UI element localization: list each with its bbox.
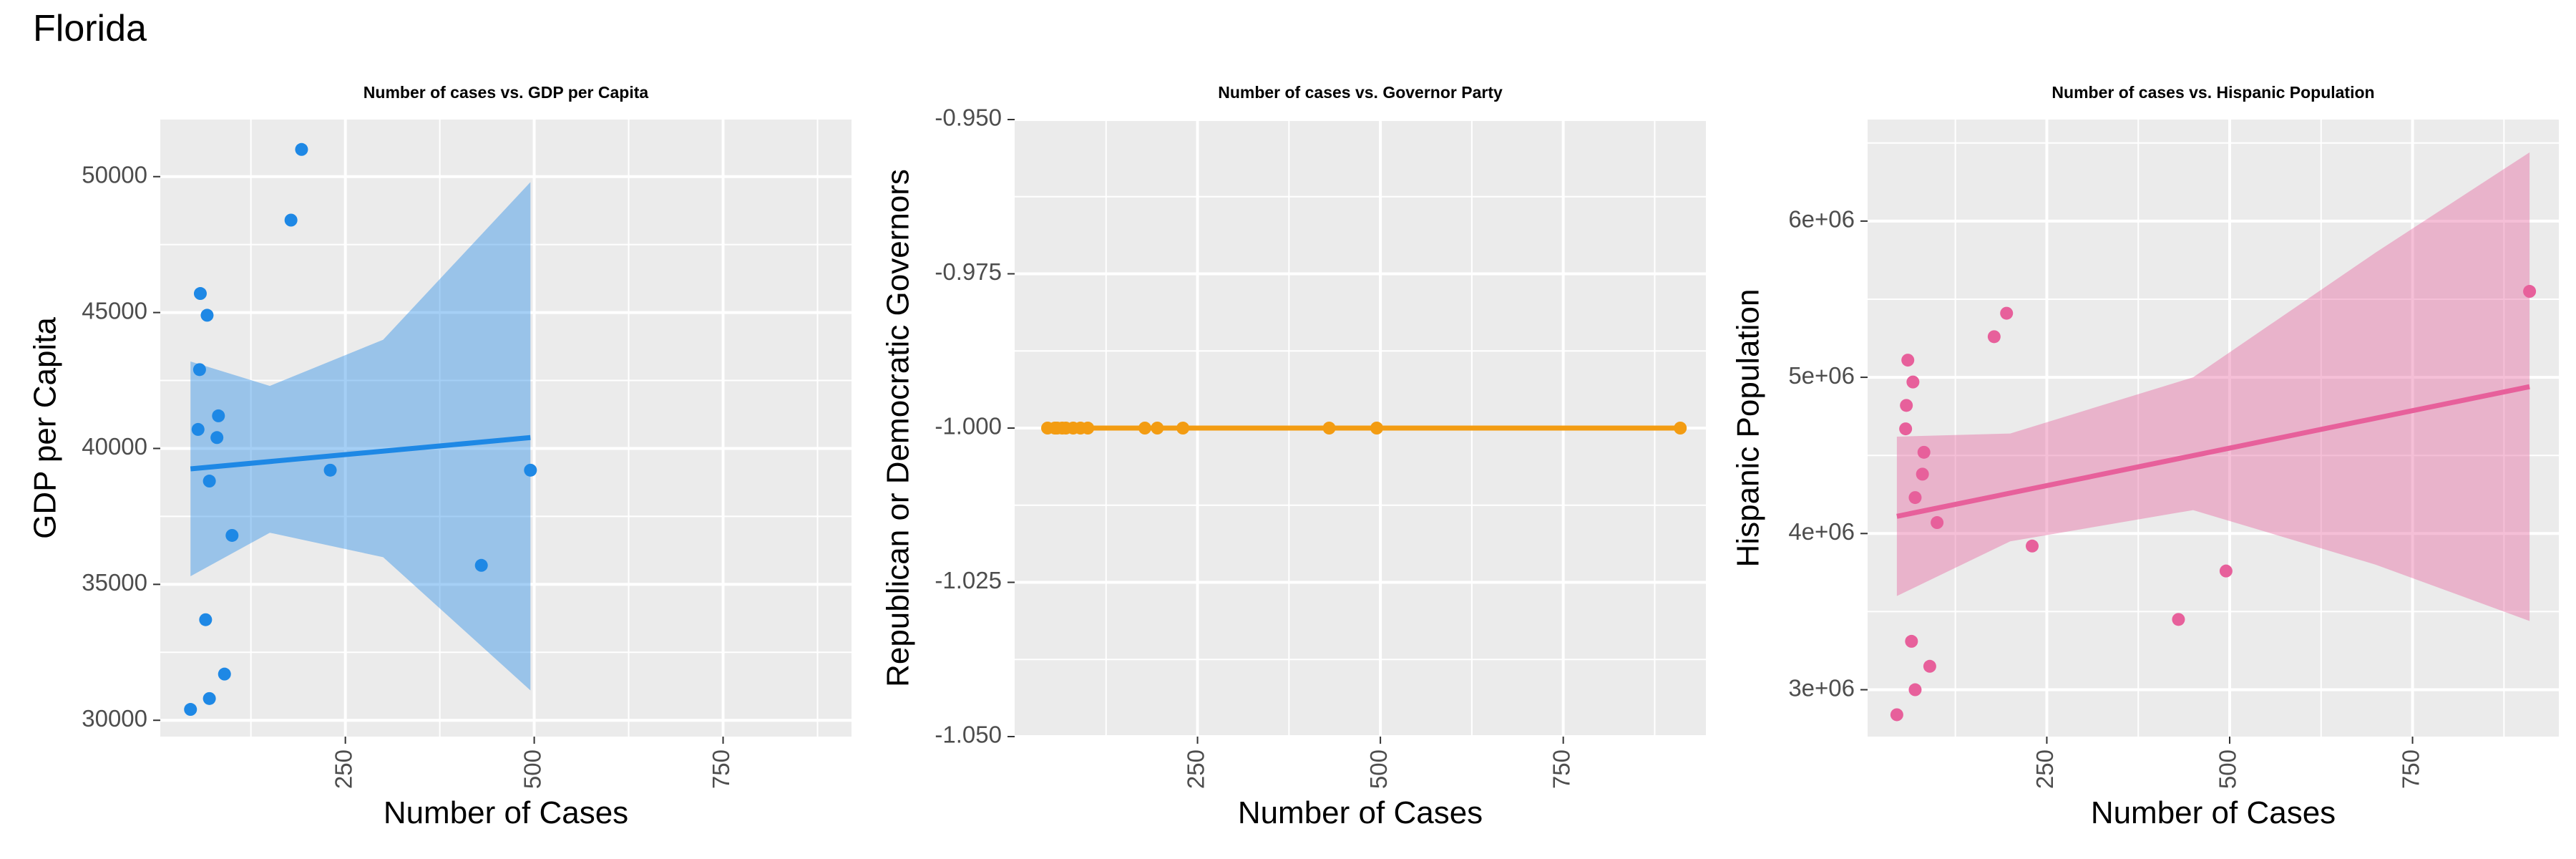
data-point bbox=[200, 309, 214, 322]
x-axis-title: Number of Cases bbox=[384, 795, 628, 830]
data-point bbox=[210, 431, 224, 445]
data-point bbox=[1908, 683, 1922, 697]
chart-title: Number of cases vs. Hispanic Population bbox=[2051, 83, 2374, 102]
y-tick-label: -0.950 bbox=[935, 105, 1002, 131]
data-point bbox=[1370, 422, 1383, 435]
data-point bbox=[1905, 634, 1918, 648]
plot-panel bbox=[160, 120, 852, 737]
data-point bbox=[225, 528, 239, 542]
x-tick-label: 750 bbox=[1548, 749, 1574, 789]
data-point bbox=[1138, 422, 1151, 435]
confidence-band bbox=[190, 182, 531, 691]
chart-3: 250 500 750 3e+06 4e+06 5e+06 6e+06 Number of c… bbox=[1731, 83, 2559, 830]
y-tick-label: -1.050 bbox=[935, 722, 1002, 748]
data-point bbox=[199, 613, 213, 626]
data-point bbox=[1900, 399, 1913, 412]
y-tick-label: 30000 bbox=[82, 705, 147, 732]
data-point bbox=[203, 691, 216, 705]
data-point bbox=[218, 667, 231, 681]
x-tick-label: 500 bbox=[2215, 749, 2241, 789]
fit-line bbox=[190, 435, 531, 472]
x-tick-label: 500 bbox=[1365, 749, 1392, 789]
data-point bbox=[2219, 564, 2233, 578]
x-tick-label: 750 bbox=[2397, 749, 2424, 789]
data-point bbox=[1917, 445, 1931, 459]
data-point bbox=[2026, 539, 2039, 553]
fit-line bbox=[1896, 384, 2530, 519]
chart-2: 250 500 750 -1.050 -1.025 -1.000 -0.975 -0.950 N… bbox=[881, 83, 1706, 830]
data-point bbox=[524, 463, 537, 477]
y-tick-label: 35000 bbox=[82, 569, 147, 596]
y-tick-label: -0.975 bbox=[935, 258, 1002, 285]
y-axis-title: Republican or Democratic Governors bbox=[881, 169, 916, 687]
y-tick-label: 5e+06 bbox=[1788, 362, 1855, 389]
data-point bbox=[1908, 491, 1922, 505]
x-axis-title: Number of Cases bbox=[2091, 795, 2336, 830]
data-point bbox=[1931, 516, 1944, 530]
data-point bbox=[184, 703, 197, 717]
data-point bbox=[1899, 422, 1913, 436]
data-point bbox=[284, 213, 298, 227]
data-point bbox=[1901, 354, 1915, 367]
data-point bbox=[1176, 422, 1190, 435]
y-axis-title: Hispanic Population bbox=[1731, 289, 1766, 568]
data-point bbox=[474, 558, 488, 572]
data-point bbox=[2000, 306, 2014, 320]
x-tick-label: 250 bbox=[1182, 749, 1209, 789]
data-point bbox=[191, 422, 205, 436]
x-axis-title: Number of Cases bbox=[1238, 795, 1483, 830]
data-point bbox=[1674, 422, 1687, 435]
data-point bbox=[1987, 330, 2001, 344]
x-tick-label: 250 bbox=[330, 749, 356, 789]
data-point bbox=[1906, 375, 1920, 389]
data-point bbox=[1890, 708, 1903, 722]
data-point bbox=[203, 475, 216, 488]
x-tick-label: 750 bbox=[708, 749, 734, 789]
y-tick-label: 3e+06 bbox=[1788, 674, 1855, 701]
data-point bbox=[193, 287, 207, 301]
data-point bbox=[295, 142, 308, 156]
y-tick-label: 50000 bbox=[82, 161, 147, 188]
x-tick-label: 500 bbox=[519, 749, 545, 789]
data-point bbox=[1923, 659, 1936, 673]
data-point bbox=[323, 463, 337, 477]
data-point bbox=[192, 363, 206, 377]
page-title: Florida bbox=[33, 8, 147, 49]
data-point bbox=[1151, 422, 1164, 435]
data-point bbox=[1081, 422, 1095, 435]
chart-title: Number of cases vs. GDP per Capita bbox=[364, 83, 649, 102]
chart-title: Number of cases vs. Governor Party bbox=[1218, 83, 1503, 102]
y-tick-label: 40000 bbox=[82, 433, 147, 460]
data-point bbox=[1916, 467, 1929, 481]
data-point bbox=[2523, 285, 2537, 299]
data-point bbox=[212, 409, 225, 422]
data-point bbox=[1322, 422, 1336, 435]
y-tick-label: 4e+06 bbox=[1788, 518, 1855, 545]
y-tick-label: 6e+06 bbox=[1788, 206, 1855, 233]
y-tick-label: -1.000 bbox=[935, 413, 1002, 440]
chart-1: 250 500 750 30000 35000 40000 45000 50000 Number… bbox=[28, 83, 852, 830]
data-point bbox=[2172, 613, 2185, 626]
x-tick-label: 250 bbox=[2031, 749, 2058, 789]
y-tick-label: -1.025 bbox=[935, 567, 1002, 593]
y-tick-label: 45000 bbox=[82, 297, 147, 324]
confidence-band bbox=[1896, 152, 2530, 621]
y-axis-title: GDP per Capita bbox=[28, 317, 63, 539]
